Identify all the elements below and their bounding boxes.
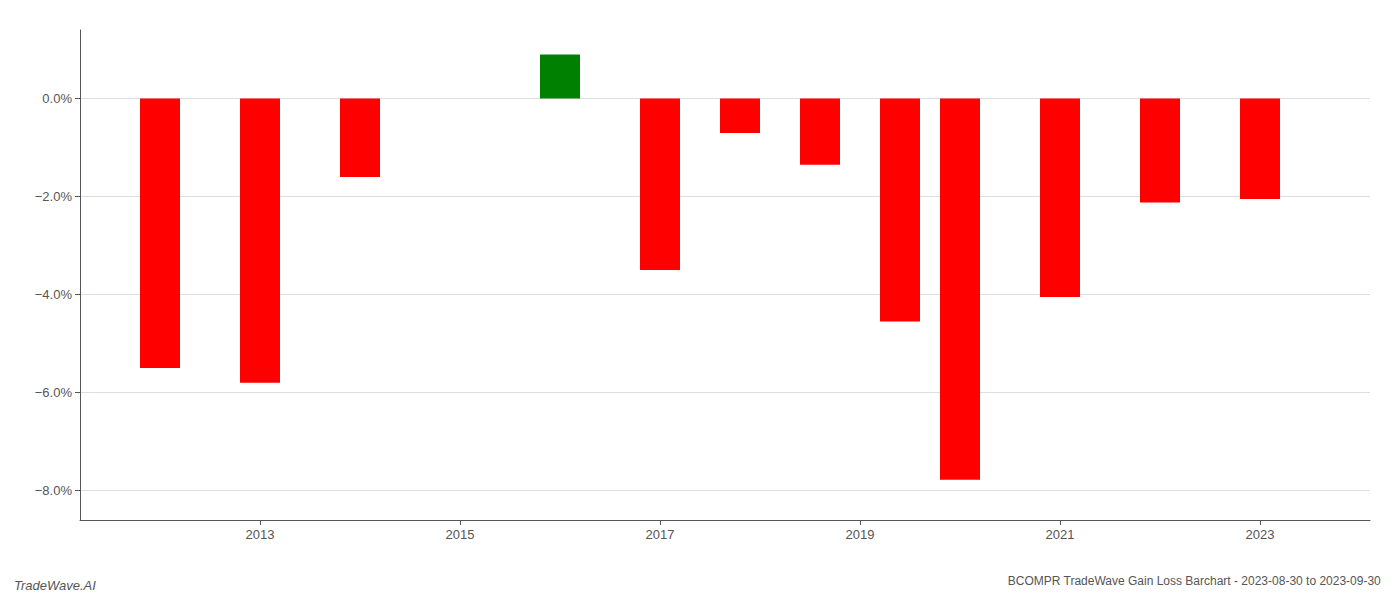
svg-text:2015: 2015 [446,527,475,542]
svg-text:2021: 2021 [1046,527,1075,542]
svg-text:TradeWave.AI: TradeWave.AI [14,578,96,593]
svg-text:2019: 2019 [846,527,875,542]
svg-text:−4.0%: −4.0% [35,287,73,302]
svg-text:0.0%: 0.0% [42,91,72,106]
svg-text:2013: 2013 [246,527,275,542]
svg-text:−6.0%: −6.0% [35,385,73,400]
svg-text:BCOMPR TradeWave Gain Loss Bar: BCOMPR TradeWave Gain Loss Barchart - 20… [1008,574,1381,588]
svg-text:2017: 2017 [646,527,675,542]
svg-text:2023: 2023 [1246,527,1275,542]
svg-text:−8.0%: −8.0% [35,483,73,498]
svg-text:−2.0%: −2.0% [35,189,73,204]
